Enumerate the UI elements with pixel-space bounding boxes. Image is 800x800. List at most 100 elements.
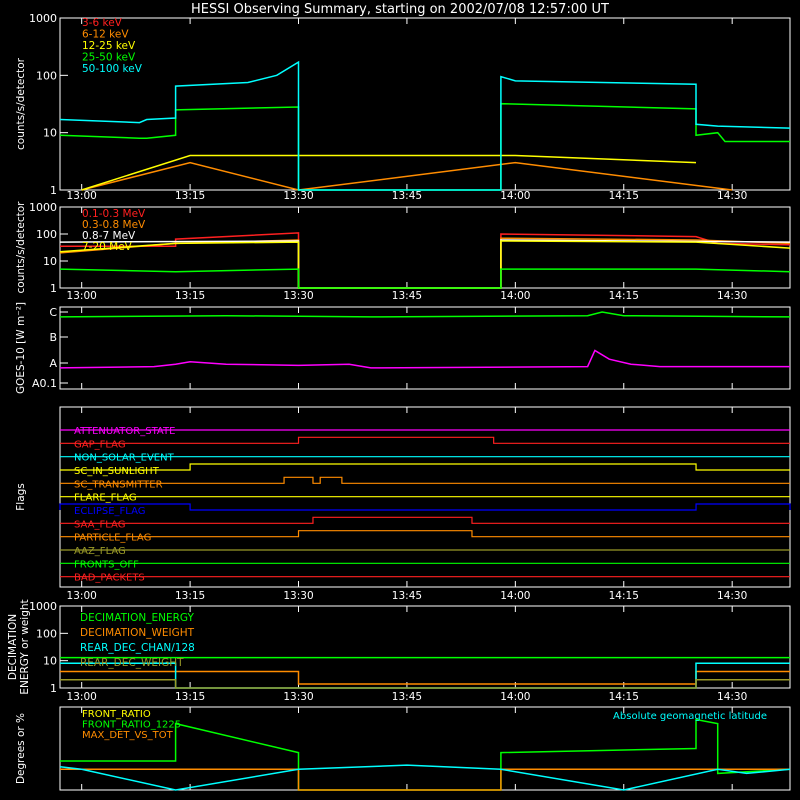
y-tick-label-lowE-0: 1: [50, 184, 57, 197]
y-tick-label-decim-3: 1000: [29, 600, 57, 613]
y-tick-label-lowE-1: 10: [43, 127, 57, 140]
x-tick-label-highE-1: 13:15: [175, 290, 205, 302]
flag-line-8: [60, 530, 790, 538]
flag-line-1: [60, 436, 790, 444]
legend-entry-highE-2: 0.8-7 MeV: [82, 230, 136, 242]
x-tick-label-flags-6: 14:30: [717, 590, 747, 602]
x-tick-label-lowE-4: 14:00: [500, 190, 530, 202]
x-tick-label-highE-3: 13:45: [392, 290, 422, 302]
y-axis-label-lowE: counts/s/detector: [15, 57, 27, 150]
legend-entry-highE-3: 7-20 MeV: [82, 241, 133, 253]
series-line-highE-2: [59, 239, 791, 289]
flag-label-11: BAD_PACKETS: [74, 573, 145, 584]
flag-line-4: [60, 476, 790, 484]
legend-entry-lowE-4: 50-100 keV: [82, 63, 143, 75]
x-tick-label-decim-1: 13:15: [175, 691, 205, 703]
flag-label-2: NON_SOLAR_EVENT: [74, 453, 175, 464]
series-line-decim-1: [60, 670, 790, 685]
y-tick-label-lowE-3: 1000: [29, 12, 57, 25]
x-tick-label-lowE-1: 13:15: [175, 190, 205, 202]
y-axis-label-decim-b: ENERGY or weight: [19, 599, 31, 694]
x-tick-label-lowE-2: 13:30: [283, 190, 313, 202]
flag-label-9: AAZ_FLAG: [74, 546, 126, 557]
flag-label-8: PARTICLE_FLAG: [74, 533, 151, 544]
series-line-lowE-2: [81, 154, 697, 191]
x-tick-label-lowE-5: 14:15: [609, 190, 639, 202]
x-tick-label-flags-2: 13:30: [283, 590, 313, 602]
y-tick-label-goes-2: B: [49, 331, 57, 344]
series-line-lowE-4: [59, 60, 791, 191]
x-tick-label-decim-2: 13:30: [283, 691, 313, 703]
flag-label-3: SC_IN_SUNLIGHT: [74, 466, 160, 477]
y-tick-label-highE-3: 1000: [29, 201, 57, 214]
panel-frame-highE: [59, 206, 791, 289]
y-axis-label-ratio: Degrees or %: [15, 713, 27, 784]
legend-entry-highE-1: 0.3-0.8 MeV: [82, 219, 146, 231]
y-axis-label-decim-a: DECIMATION: [7, 614, 19, 680]
series-line-goes-1: [59, 349, 790, 369]
x-tick-label-highE-5: 14:15: [609, 290, 639, 302]
series-line-decim-3: [60, 679, 790, 689]
x-tick-label-highE-0: 13:00: [67, 290, 97, 302]
plot-title: HESSI Observing Summary, starting on 200…: [191, 2, 609, 17]
flag-label-10: FRONTS_OFF: [74, 559, 139, 570]
y-axis-label-flags: Flags: [15, 483, 27, 511]
flag-line-7: [60, 516, 790, 524]
panel-frame-goes: [59, 306, 791, 390]
flag-label-4: SC_TRANSMITTER: [74, 479, 163, 490]
flag-line-3: [60, 463, 790, 471]
legend-entry-decim-0: DECIMATION_ENERGY: [80, 612, 194, 624]
legend-entry-ratio-1: FRONT_RATIO_1225: [82, 720, 181, 731]
series-line-goes-0: [59, 311, 791, 318]
y-tick-label-highE-2: 100: [36, 228, 57, 241]
x-tick-label-flags-4: 14:00: [500, 590, 530, 602]
y-tick-label-decim-0: 1: [50, 682, 57, 695]
x-tick-label-decim-5: 14:15: [609, 691, 639, 703]
x-tick-label-flags-1: 13:15: [175, 590, 205, 602]
x-tick-label-decim-4: 14:00: [500, 691, 530, 703]
legend-entry-lowE-3: 25-50 keV: [82, 52, 136, 64]
y-tick-label-decim-2: 100: [36, 627, 57, 640]
x-tick-label-flags-0: 13:00: [67, 590, 97, 602]
panel-frame-lowE: [59, 17, 791, 191]
y-axis-label-goes: GOES-10 [W m⁻²]: [15, 302, 27, 394]
y-tick-label-lowE-2: 100: [36, 69, 57, 82]
y-tick-label-goes-3: C: [49, 306, 57, 319]
legend-entry-lowE-2: 12-25 keV: [82, 40, 136, 52]
x-tick-label-highE-4: 14:00: [500, 290, 530, 302]
legend-entry-decim-3: REAR_DEC_WEIGHT: [80, 657, 184, 669]
x-tick-label-decim-6: 14:30: [717, 691, 747, 703]
y-tick-label-decim-1: 10: [43, 655, 57, 668]
legend-entry-decim-2: REAR_DEC_CHAN/128: [80, 642, 195, 654]
flag-label-6: ECLIPSE_FLAG: [74, 506, 145, 517]
series-line-highE-3: [59, 240, 791, 289]
series-line-ratio-2: [60, 768, 790, 791]
legend-entry-ratio-0: FRONT_RATIO: [82, 709, 151, 720]
flag-line-6: [59, 503, 791, 511]
x-tick-label-lowE-6: 14:30: [717, 190, 747, 202]
y-tick-label-highE-1: 10: [43, 255, 57, 268]
y-axis-label-highE: counts/s/detector: [15, 201, 27, 294]
annotation-geomagnetic-latitude: Absolute geomagnetic latitude: [613, 711, 767, 722]
y-tick-label-goes-1: A: [49, 357, 57, 370]
legend-entry-highE-0: 0.1-0.3 MeV: [82, 208, 146, 220]
flag-label-5: FLARE_FLAG: [74, 493, 137, 504]
series-line-highE-4: [59, 268, 791, 289]
x-tick-label-highE-2: 13:30: [283, 290, 313, 302]
x-tick-label-decim-3: 13:45: [392, 691, 422, 703]
legend-entry-decim-1: DECIMATION_WEIGHT: [80, 627, 195, 639]
flag-label-1: GAP_FLAG: [74, 439, 126, 450]
x-tick-label-flags-3: 13:45: [392, 590, 422, 602]
y-tick-label-highE-0: 1: [50, 282, 57, 295]
x-tick-label-decim-0: 13:00: [67, 691, 97, 703]
legend-entry-lowE-0: 3-6 keV: [82, 17, 123, 29]
x-tick-label-lowE-0: 13:00: [67, 190, 97, 202]
legend-entry-lowE-1: 6-12 keV: [82, 29, 129, 41]
legend-entry-ratio-2: MAX_DET_VS_TOT: [82, 730, 174, 741]
y-tick-label-goes-0: A0.1: [32, 377, 57, 390]
x-tick-label-flags-5: 14:15: [609, 590, 639, 602]
flag-label-7: SAA_FLAG: [74, 519, 125, 530]
series-line-ratio-3: [59, 764, 791, 791]
